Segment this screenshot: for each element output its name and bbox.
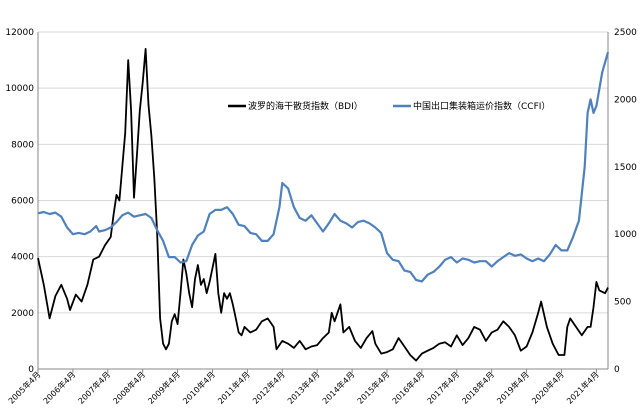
x-tick-label: 2018年4月	[460, 369, 496, 405]
y-left-tick-label: 8000	[11, 140, 34, 150]
x-tick-label: 2009年4月	[146, 369, 182, 405]
y-right-tick-label: 2500	[614, 28, 637, 38]
y-left-tick-label: 2000	[11, 309, 34, 319]
y-right-tick-label: 2000	[614, 95, 637, 105]
x-tick-label: 2020年4月	[530, 369, 566, 405]
gridlines	[38, 31, 608, 314]
y-right-tick-label: 1500	[614, 163, 637, 173]
axes: 0 2000 4000 6000 8000 10000 12000 0 500 1000 1500 2…	[5, 28, 637, 406]
x-tick-label: 2006年4月	[41, 369, 77, 405]
legend: 波罗的海干散货指数（BDI） 中国出口集装箱运价指数（CCFI）	[228, 100, 550, 112]
x-tick-label: 2016年4月	[390, 369, 426, 405]
x-tick-label: 2008年4月	[111, 369, 147, 405]
x-tick-label: 2017年4月	[425, 369, 461, 405]
x-tick-label: 2019年4月	[495, 369, 531, 405]
x-tick-label: 2010年4月	[181, 369, 217, 405]
series-lines	[37, 48, 610, 362]
y-left-tick-label: 10000	[5, 84, 34, 94]
y-left-tick-label: 4000	[11, 253, 34, 263]
y-left-tick-label: 12000	[5, 28, 34, 38]
x-tick-label: 2012年4月	[250, 369, 286, 405]
y-right-tick-label: 0	[614, 365, 620, 375]
series-line-ccfi	[37, 51, 610, 283]
x-tick-label: 2005年4月	[6, 369, 42, 405]
legend-label-ccfi: 中国出口集装箱运价指数（CCFI）	[413, 100, 550, 112]
series-line-bdi	[37, 48, 609, 362]
x-tick-label: 2014年4月	[320, 369, 356, 405]
x-tick-label: 2021年4月	[564, 369, 600, 405]
x-tick-label: 2011年4月	[215, 369, 251, 405]
y-left-tick-label: 6000	[11, 197, 34, 207]
y-right-tick-label: 500	[614, 298, 631, 308]
x-tick-label: 2007年4月	[76, 369, 112, 405]
y-right-tick-label: 1000	[614, 230, 637, 240]
legend-label-bdi: 波罗的海干散货指数（BDI）	[248, 100, 363, 112]
x-tick-label: 2015年4月	[355, 369, 391, 405]
x-tick-label: 2013年4月	[285, 369, 321, 405]
y-left-tick-label: 0	[28, 365, 34, 375]
